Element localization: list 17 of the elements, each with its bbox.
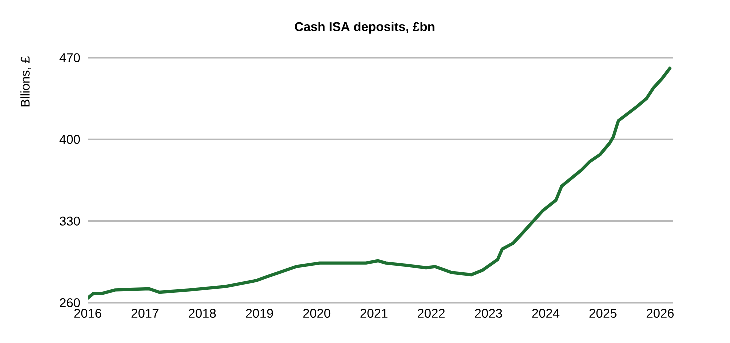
x-tick-label: 2025: [590, 309, 617, 318]
x-tick-label: 2020: [304, 309, 331, 318]
chart-title: Cash ISA deposits, £bn: [295, 22, 435, 34]
y-axis-title: Bllions, £: [20, 56, 32, 107]
x-tick-label: 2019: [246, 309, 274, 318]
x-tick-label: 2022: [418, 309, 445, 318]
x-tick-label: 2026: [646, 309, 674, 318]
x-tick-label: 2024: [532, 309, 560, 318]
y-tick-label: 260: [60, 298, 80, 308]
x-tick-label: 2016: [74, 309, 102, 318]
x-tick-label: 2021: [360, 309, 388, 318]
x-tick-label: 2017: [132, 309, 159, 318]
y-tick-label: 400: [60, 135, 80, 144]
x-tick-label: 2018: [189, 309, 216, 318]
y-tick-label: 470: [60, 54, 80, 62]
y-tick-label: 330: [60, 216, 80, 226]
x-tick-label: 2023: [475, 309, 502, 318]
